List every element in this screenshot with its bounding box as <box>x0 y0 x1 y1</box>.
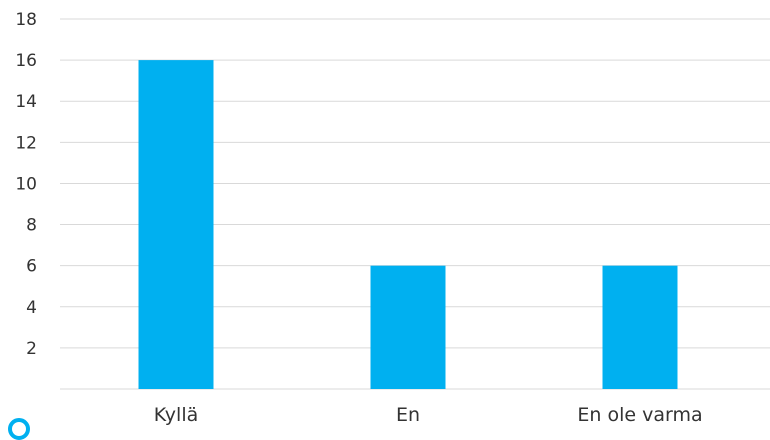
y-tick-label: 12 <box>15 133 37 153</box>
y-tick-label: 18 <box>15 10 37 30</box>
y-axis-ticks: 2 4 6 8 10 12 14 16 18 <box>15 10 37 359</box>
y-tick-label: 6 <box>26 257 37 277</box>
bar-2 <box>602 265 678 389</box>
bar-0 <box>138 60 214 389</box>
bar-1 <box>370 265 446 389</box>
y-tick-label: 10 <box>15 174 37 194</box>
y-tick-label: 2 <box>26 339 37 359</box>
x-category-label: Kyllä <box>154 404 199 426</box>
y-tick-label: 14 <box>15 92 37 112</box>
x-category-label: En <box>396 404 420 426</box>
y-tick-label: 16 <box>15 51 37 71</box>
y-tick-label: 4 <box>26 298 37 318</box>
x-category-label: En ole varma <box>577 404 702 426</box>
partial-circle-icon <box>8 418 30 440</box>
y-tick-label: 8 <box>26 216 37 236</box>
bars <box>138 60 678 389</box>
x-axis-labels: Kyllä En En ole varma <box>154 404 703 426</box>
